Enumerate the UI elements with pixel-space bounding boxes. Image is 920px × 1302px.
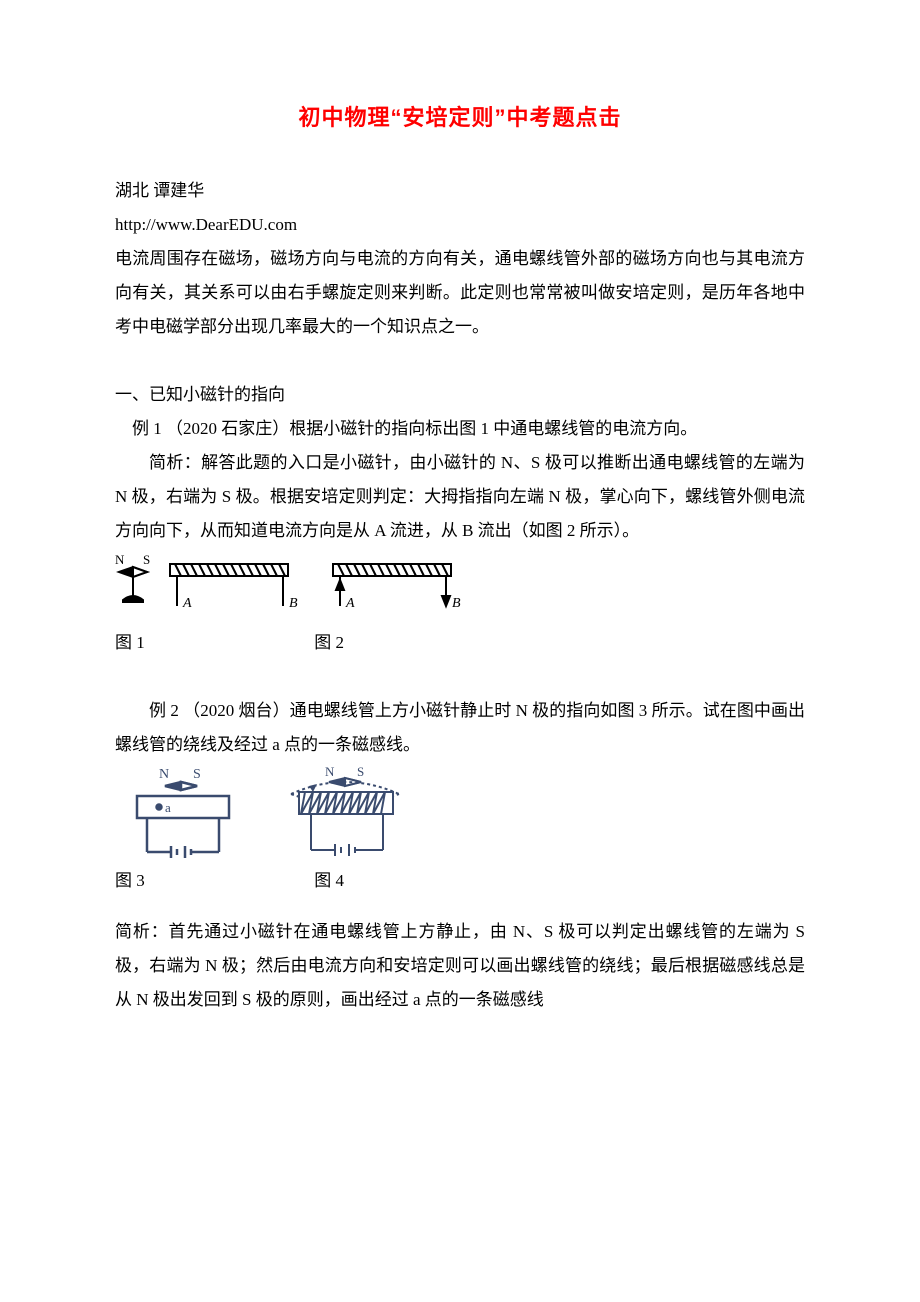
example1-analysis: 简析：解答此题的入口是小磁针，由小磁针的 N、S 极可以推断出通电螺线管的左端为… [115,446,805,548]
figure-labels-2: 图 3 图 4 [115,864,805,898]
figure-1-svg: N S A [115,552,305,624]
example1-stem: 例 1 （2020 石家庄）根据小磁针的指向标出图 1 中通电螺线管的电流方向。 [115,412,805,446]
fig1-A: A [182,596,192,611]
fig4-label: 图 4 [314,871,344,890]
figure-row-2: N S a [115,766,805,862]
document-page: 初中物理“安培定则”中考题点击 湖北 谭建华 http://www.DearED… [0,0,920,1077]
fig4-N: N [325,766,335,779]
figure-3-svg: N S a [115,766,253,862]
fig4-S: S [357,766,364,779]
author-line: 湖北 谭建华 [115,174,805,208]
section-heading: 一、已知小磁针的指向 [115,378,805,412]
fig1-N: N [115,552,125,567]
fig2-B: B [452,596,461,611]
fig2-label: 图 2 [314,633,344,652]
figure-2-svg: A B [323,552,471,624]
fig3-N: N [159,767,169,782]
fig1-S: S [143,552,150,567]
fig2-A: A [345,596,355,611]
example2-stem: 例 2 （2020 烟台）通电螺线管上方小磁针静止时 N 极的指向如图 3 所示… [115,694,805,762]
source-url: http://www.DearEDU.com [115,208,805,242]
fig3-a: a [165,800,171,815]
figure-4-svg: N S [271,766,441,862]
page-title: 初中物理“安培定则”中考题点击 [115,100,805,132]
fig3-S: S [193,767,201,782]
figure-row-1: N S A [115,552,805,624]
fig3-label: 图 3 [115,864,310,898]
figure-labels-1: 图 1 图 2 [115,626,805,660]
intro-paragraph: 电流周围存在磁场，磁场方向与电流的方向有关，通电螺线管外部的磁场方向也与其电流方… [115,242,805,344]
example2-analysis: 简析：首先通过小磁针在通电螺线管上方静止，由 N、S 极可以判定出螺线管的左端为… [115,915,805,1017]
fig1-label: 图 1 [115,626,310,660]
fig1-B: B [289,596,298,611]
